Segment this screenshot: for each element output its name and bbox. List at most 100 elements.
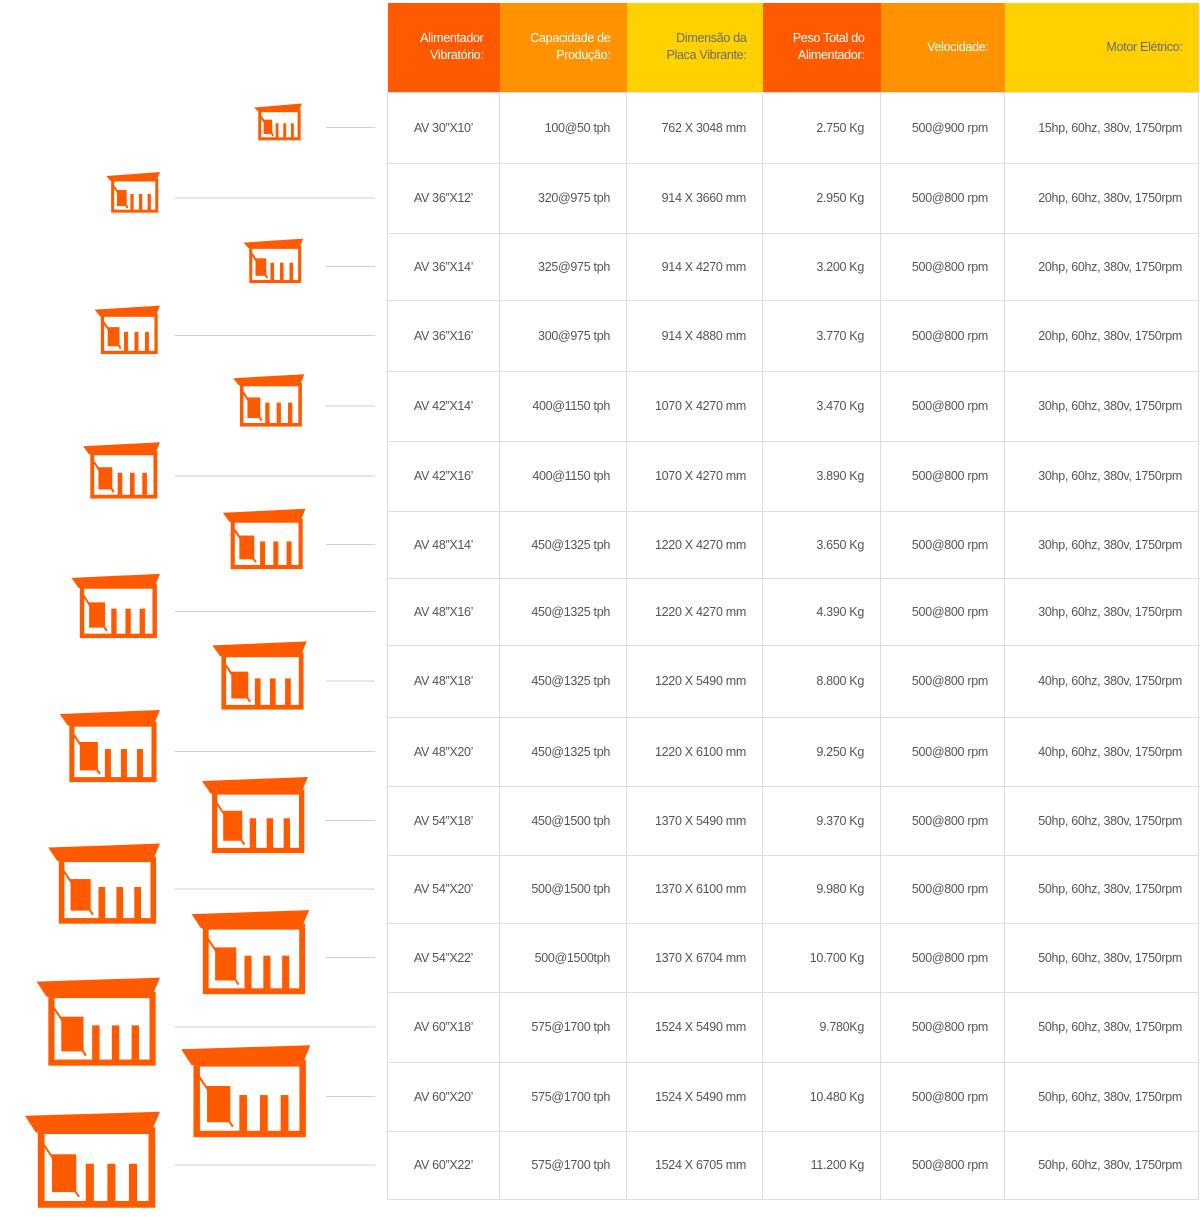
table-cell: 500@900 rpm (880, 91, 1005, 164)
table-cell: 450@1500 tph (499, 785, 627, 856)
feeder-leg (85, 1163, 94, 1202)
table-cell: 40hp, 60hz, 380v, 1750rpm (1004, 644, 1199, 718)
table-cell: 100@50 tph (499, 91, 627, 164)
table-cell: AV 60”X18’ (387, 991, 500, 1063)
feeder-leg (282, 955, 290, 989)
header-cell: Dimensão da Placa Vibrante: (626, 3, 763, 92)
table-cell: AV 36”X14’ (387, 232, 500, 301)
feeder-leg (139, 608, 145, 634)
feeder-leg (275, 123, 279, 138)
feeder-body (230, 518, 303, 570)
header-cell: Capacidade de Produção: (499, 3, 627, 92)
feeder-body (193, 1060, 306, 1138)
feeder-leg (92, 1025, 100, 1061)
feeder-leg (283, 123, 287, 138)
feeder-brace (102, 321, 122, 350)
table-cell: 50hp, 60hz, 380v, 1750rpm (1004, 1130, 1199, 1200)
table-cell: 2.950 Kg (762, 162, 881, 234)
feeder-leg (254, 678, 261, 706)
spec-table: Alimentador Vibratório: Capacidade de Produ… (387, 3, 1199, 1200)
table-row: AV 60”X22’ 575@1700 tph 1524 X 6705 mm 11.2… (387, 1130, 1199, 1200)
header-text: Vibratório: (430, 48, 484, 63)
feeder-leg (116, 886, 124, 919)
feeder-body (69, 721, 157, 783)
table-cell: 1524 X 5490 mm (626, 991, 763, 1063)
table-cell: 500@800 rpm (880, 370, 1005, 442)
table-cell: 30hp, 60hz, 380v, 1750rpm (1004, 370, 1199, 442)
table-cell: 3.470 Kg (762, 370, 881, 442)
table-row: AV 48”X14’ 450@1325 tph 1220 X 4270 mm 3.65… (387, 510, 1199, 579)
feeder-leg (260, 541, 266, 566)
table-cell: 450@1325 tph (499, 510, 627, 579)
table-cell: 8.800 Kg (762, 644, 881, 718)
feeder-body (48, 991, 156, 1066)
table-cell: 20hp, 60hz, 380v, 1750rpm (1004, 299, 1199, 372)
table-cell: 20hp, 60hz, 380v, 1750rpm (1004, 232, 1199, 301)
table-cell: 914 X 4880 mm (626, 299, 763, 372)
header-row: Alimentador Vibratório: Capacidade de Produ… (387, 3, 1199, 92)
table-cell: AV 54”X18’ (387, 785, 500, 856)
feeder-leg (266, 818, 274, 849)
table-cell: 500@800 rpm (880, 1061, 1005, 1132)
feeder-leg (276, 402, 281, 424)
feeder-leg (260, 1095, 268, 1132)
table-cell: 400@1150 tph (499, 440, 627, 512)
feeder-leg (286, 541, 292, 566)
header-text: Velocidade: (927, 39, 989, 54)
feeder-brace (92, 461, 115, 493)
feeder-leg (244, 955, 252, 989)
table-cell: 10.700 Kg (762, 922, 881, 993)
feeder-brace (233, 529, 257, 563)
table-cell: 1220 X 4270 mm (626, 510, 763, 579)
feeder-body (37, 1127, 156, 1208)
table-cell: 3.770 Kg (762, 299, 881, 372)
table-cell: AV 54”X22’ (387, 922, 500, 993)
table-cell: AV 54”X20’ (387, 854, 500, 924)
table-cell: 9.370 Kg (762, 785, 881, 856)
table-cell: 1524 X 5490 mm (626, 1061, 763, 1132)
table-cell: 500@800 rpm (880, 577, 1005, 646)
table-cell: 1370 X 5490 mm (626, 785, 763, 856)
feeder-leg (111, 608, 117, 634)
feeder-brace (112, 185, 129, 209)
feeder-leg (290, 123, 294, 138)
table-cell: 500@800 rpm (880, 299, 1005, 372)
feeder-leg (128, 1163, 138, 1202)
table-cell: 1524 X 6705 mm (626, 1130, 763, 1200)
feeder-body (100, 313, 158, 355)
table-cell: 914 X 3660 mm (626, 162, 763, 234)
table-cell: 3.200 Kg (762, 232, 881, 301)
feeder-leg (273, 541, 279, 566)
feeder-hopper (243, 238, 304, 249)
feeder-leg (134, 886, 141, 919)
feeder-brace (53, 1007, 87, 1057)
table-cell: AV 30”X10’ (387, 91, 500, 164)
table-cell: 4.390 Kg (762, 577, 881, 646)
feeder-leg (111, 1025, 120, 1061)
feeder-body (58, 856, 157, 924)
table-cell: AV 48”X20’ (387, 716, 500, 787)
feeder-hopper (94, 305, 160, 317)
feeder-leg (124, 331, 128, 351)
feeder-leg (130, 193, 134, 210)
table-cell: 500@800 rpm (880, 716, 1005, 787)
feeder-leg (270, 262, 274, 281)
table-cell: 15hp, 60hz, 380v, 1750rpm (1004, 91, 1199, 164)
feeder-body (111, 178, 159, 213)
feeder-body (212, 789, 305, 854)
table-row: AV 36”X12’ 320@975 tph 914 X 3660 mm 2.950 … (387, 162, 1199, 234)
feeder-leg (283, 818, 290, 849)
feeder-leg (107, 1163, 116, 1202)
table-row: AV 42”X14’ 400@1150 tph 1070 X 4270 mm 3.47… (387, 370, 1199, 442)
table-row: AV 54”X22’ 500@1500tph 1370 X 6704 mm 10.70… (387, 922, 1199, 993)
table-cell: 11.200 Kg (762, 1130, 881, 1200)
header-text: Peso Total do (792, 31, 865, 46)
feeder-brace (198, 1076, 234, 1128)
feeder-body (239, 382, 302, 427)
table-cell: AV 36”X16’ (387, 299, 500, 372)
table-row: AV 54”X20’ 500@1500 tph 1370 X 6100 mm 9.98… (387, 854, 1199, 924)
feeder-leg (134, 331, 139, 351)
table-cell: 30hp, 60hz, 380v, 1750rpm (1004, 510, 1199, 579)
table-cell: AV 48”X18’ (387, 644, 500, 718)
table-cell: AV 48”X14’ (387, 510, 500, 579)
